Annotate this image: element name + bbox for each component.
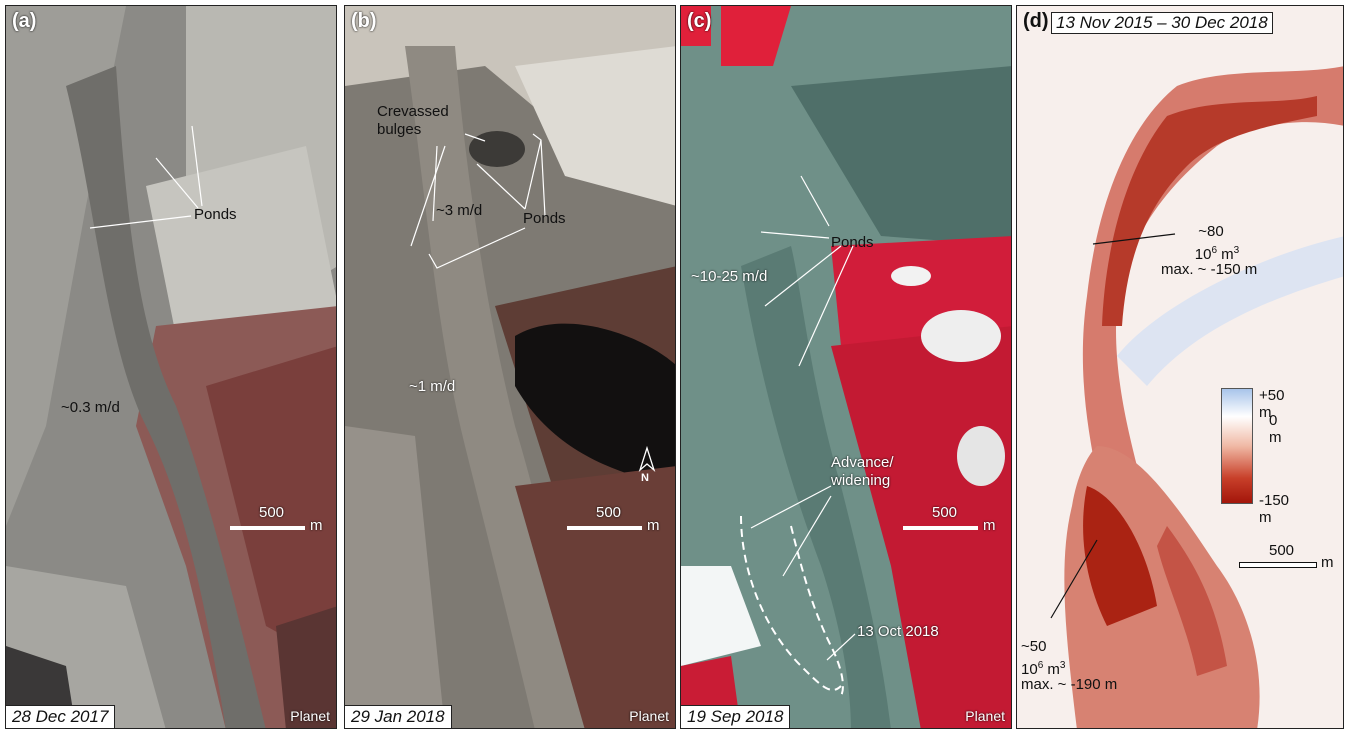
panel-a-label: (a)	[12, 10, 37, 32]
annotation-advance: Advance/	[831, 454, 894, 471]
scale-line	[903, 526, 978, 530]
north-arrow-icon	[638, 445, 656, 472]
scale-unit: m	[1321, 554, 1334, 571]
scale-value: 500	[596, 504, 622, 521]
annotation-ponds: Ponds	[831, 234, 874, 251]
scale-unit: m	[983, 517, 996, 534]
annotation-lower-volume: ~50	[1021, 638, 1047, 655]
annotation-bulges: bulges	[377, 121, 422, 138]
scale-value: 500	[932, 504, 958, 521]
panel-b-image	[345, 6, 675, 728]
north-arrow: N	[637, 445, 657, 486]
image-credit: Planet	[290, 708, 330, 724]
scale-value: 500	[259, 504, 285, 521]
panel-b-label: (b)	[351, 10, 377, 32]
annotation-velocity: ~0.3 m/d	[61, 399, 120, 416]
scale-unit: m	[310, 517, 323, 534]
panel-d-image	[1017, 6, 1343, 728]
panel-c-image	[681, 6, 1011, 728]
annotation-velocity-lower: ~1 m/d	[409, 378, 456, 395]
annotation-lower-max: max. ~ -190 m	[1021, 676, 1118, 693]
annotation-upper-volume: ~80	[1198, 223, 1224, 240]
scale-value: 500	[1269, 542, 1295, 559]
panel-a-image	[6, 6, 336, 728]
scale-line	[230, 526, 305, 530]
panel-d-label: (d)	[1023, 10, 1049, 32]
panel-b: (b) Crevassed bulges ~3 m/d Ponds ~1 m/d…	[344, 5, 676, 729]
legend-bottom: -150 m	[1259, 492, 1290, 526]
panel-a: (a) Ponds ~0.3 m/d 500 m 28 Dec 2017 Pla…	[5, 5, 337, 729]
panel-date: 19 Sep 2018	[681, 705, 791, 728]
annotation-upper-unit: 106 m3	[1194, 245, 1240, 263]
image-credit: Planet	[629, 708, 669, 724]
image-credit: Planet	[965, 708, 1005, 724]
scale-line	[1239, 562, 1317, 568]
panel-c-label: (c)	[687, 10, 712, 32]
annotation-terminus-date: 13 Oct 2018	[857, 623, 939, 640]
annotation-upper-max: max. ~ -150 m	[1161, 261, 1258, 278]
scale-unit: m	[647, 517, 660, 534]
date-range-label: 13 Nov 2015 – 30 Dec 2018	[1051, 12, 1273, 34]
legend-top: +50 m	[1259, 387, 1285, 421]
legend-mid: 0 m	[1269, 412, 1282, 446]
annotation-velocity: ~10-25 m/d	[691, 268, 768, 285]
annotation-lower-unit: 106 m3	[1021, 660, 1066, 678]
annotation-crevassed: Crevassed	[377, 103, 449, 120]
panel-date: 29 Jan 2018	[345, 705, 452, 728]
panel-c: (c) Ponds ~10-25 m/d Advance/ widening 1…	[680, 5, 1012, 729]
panel-d: (d) 13 Nov 2015 – 30 Dec 2018 ~80 106 m3…	[1016, 5, 1344, 729]
annotation-velocity-upper: ~3 m/d	[436, 202, 483, 219]
panel-date: 28 Dec 2017	[6, 705, 116, 728]
color-ramp	[1221, 388, 1253, 504]
north-label: N	[641, 472, 649, 484]
annotation-ponds: Ponds	[194, 206, 237, 223]
annotation-ponds: Ponds	[523, 210, 566, 227]
scale-line	[567, 526, 642, 530]
annotation-widening: widening	[831, 472, 891, 489]
